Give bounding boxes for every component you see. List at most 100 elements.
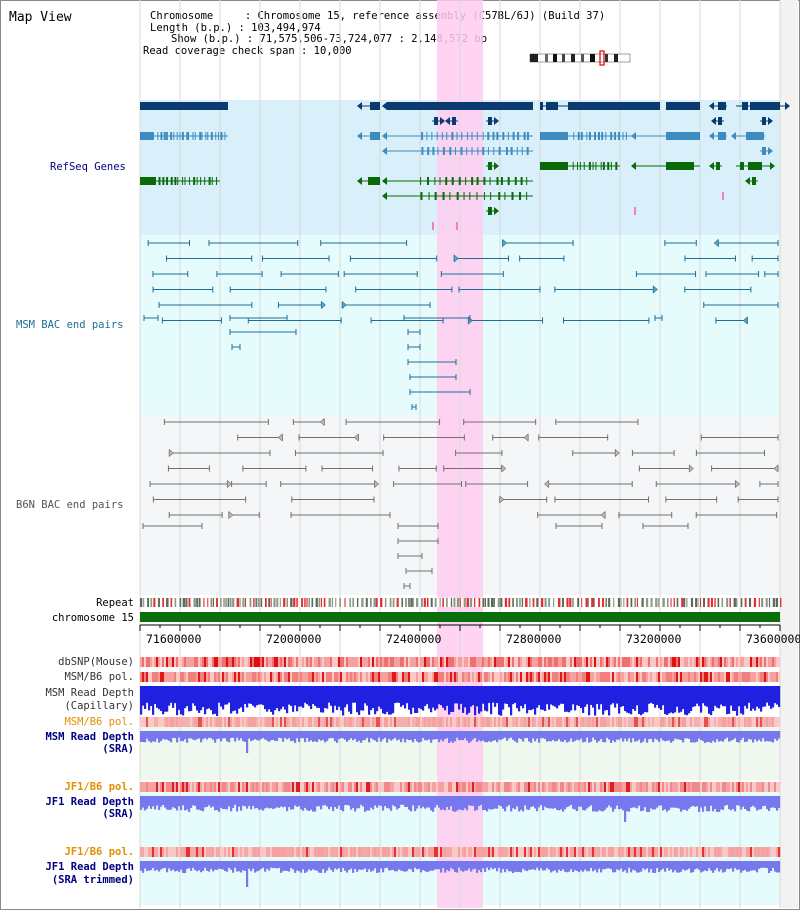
depth-bar [156, 686, 159, 708]
gene-exon [618, 132, 621, 140]
depth-bar [692, 731, 695, 743]
depth-bar [312, 861, 315, 870]
depth-bar [604, 686, 607, 711]
refseq-genes-track[interactable] [140, 102, 790, 230]
depth-bar [178, 731, 181, 738]
heat-cell [578, 782, 581, 792]
heat-cell [176, 782, 179, 792]
repeat-mark [380, 598, 383, 607]
depth-bar [774, 796, 777, 809]
heat-cell [186, 672, 189, 682]
depth-bar [424, 731, 427, 741]
label-jf1-b6-pol-2[interactable]: JF1/B6 pol. [64, 846, 134, 858]
depth-bar [442, 731, 445, 742]
heat-cell [352, 657, 355, 667]
heat-cell [414, 657, 417, 667]
depth-bar [762, 861, 765, 868]
depth-bar [276, 861, 279, 869]
heat-cell [402, 717, 405, 727]
heat-cell [524, 657, 527, 667]
heat-cell [374, 672, 377, 682]
heat-cell [504, 782, 507, 792]
gene-exon [718, 102, 726, 110]
depth-bar [630, 796, 633, 808]
depth-bar [678, 796, 681, 809]
label-msm-read-depth-cap[interactable]: MSM Read Depth [45, 687, 134, 699]
heat-cell [534, 672, 537, 682]
depth-bar [438, 861, 441, 870]
repeat-mark [566, 598, 569, 607]
heat-cell [236, 672, 239, 682]
msm-bac-track[interactable] [143, 238, 779, 411]
label-jf1-b6-pol-1[interactable]: JF1/B6 pol. [64, 781, 134, 793]
depth-bar [502, 796, 505, 809]
heat-cell [340, 782, 343, 792]
heat-cell [300, 717, 303, 727]
chromosome-ideogram[interactable] [529, 50, 631, 66]
heat-cell [220, 717, 223, 727]
gene-exon [166, 177, 169, 185]
label-dbsnp[interactable]: dbSNP(Mouse) [58, 656, 134, 668]
heat-cell [522, 657, 525, 667]
heat-cell [442, 717, 445, 727]
depth-bar [670, 796, 673, 808]
depth-bar [594, 731, 597, 740]
depth-bar [140, 686, 143, 715]
depth-bar [478, 731, 481, 741]
repeat-mark [605, 598, 607, 607]
heat-cell [766, 847, 769, 857]
heat-cell [530, 782, 533, 792]
heat-cell [638, 717, 641, 727]
repeat-mark [744, 598, 747, 607]
heat-cell [252, 717, 255, 727]
heat-cell [324, 672, 327, 682]
label-msm-b6-pol-1[interactable]: MSM/B6 pol. [64, 671, 134, 683]
label-msm-read-depth-sra[interactable]: MSM Read Depth [45, 731, 134, 743]
b6n-bac-track[interactable] [142, 417, 779, 590]
depth-bar [226, 731, 229, 742]
label-b6n-bac[interactable]: B6N BAC end pairs [16, 499, 124, 511]
depth-bar [514, 861, 517, 872]
depth-bar [586, 861, 589, 872]
depth-bar [526, 796, 529, 810]
gene-exon [461, 132, 463, 140]
bac-end-arrow [653, 285, 658, 294]
heat-cell [180, 847, 183, 857]
heat-cell [520, 717, 523, 727]
depth-bar [624, 861, 627, 871]
heat-cell [426, 782, 429, 792]
heat-cell [754, 782, 757, 792]
depth-bar [614, 861, 617, 873]
heat-cell [462, 657, 465, 667]
heat-cell [748, 657, 751, 667]
heat-cell [712, 847, 715, 857]
heat-cell [188, 717, 191, 727]
depth-bar [526, 861, 529, 872]
label-msm-bac[interactable]: MSM BAC end pairs [16, 319, 124, 331]
heat-cell [194, 717, 197, 727]
heat-cell [258, 672, 261, 682]
heat-cell [548, 672, 551, 682]
depth-bar [164, 686, 167, 712]
label-refseq-genes[interactable]: RefSeq Genes [50, 161, 126, 173]
gene-exon [192, 132, 194, 140]
heat-cell [680, 657, 683, 667]
depth-bar [176, 796, 179, 811]
depth-bar [418, 686, 421, 708]
depth-bar [444, 796, 447, 811]
ideogram-band [530, 54, 538, 62]
gene-exon [577, 132, 580, 140]
gene-exon [460, 147, 463, 155]
depth-bar [264, 861, 267, 872]
heat-cell [682, 717, 685, 727]
heat-cell [492, 782, 495, 792]
label-jf1-read-depth-sra[interactable]: JF1 Read Depth [45, 796, 134, 808]
heat-cell [156, 782, 159, 792]
label-jf1-read-depth-trim[interactable]: JF1 Read Depth [45, 861, 134, 873]
depth-bar [528, 686, 531, 710]
heat-cell [350, 782, 353, 792]
repeat-mark [331, 598, 334, 607]
bac-end-arrow [169, 448, 174, 458]
label-msm-b6-pol-2[interactable]: MSM/B6 pol. [64, 716, 134, 728]
depth-bar [324, 796, 327, 806]
